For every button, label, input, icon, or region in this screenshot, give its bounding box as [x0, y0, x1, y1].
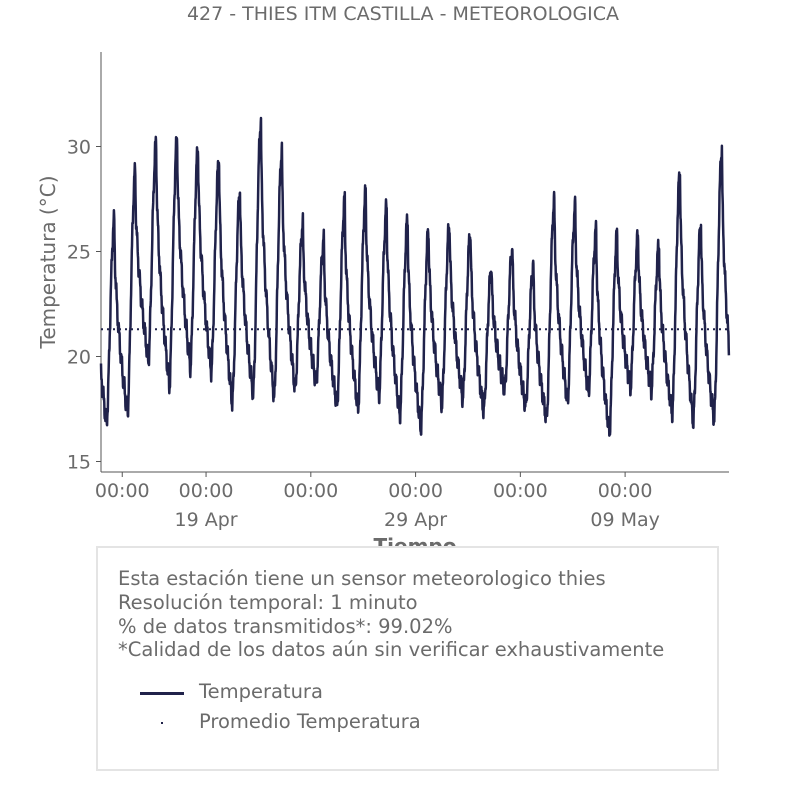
- legend-line-icon: [140, 692, 184, 695]
- info-line-quality: *Calidad de los datos aún sin verificar …: [118, 638, 665, 661]
- legend-label-promedio: Promedio Temperatura: [199, 710, 421, 733]
- info-line-transmitted: % de datos transmitidos*: 99.02%: [118, 615, 453, 638]
- x-tick-time-label: 00:00: [598, 480, 653, 502]
- legend-label-temperatura: Temperatura: [199, 680, 323, 703]
- y-tick-label: 20: [67, 347, 91, 369]
- y-tick-label: 30: [67, 137, 91, 159]
- y-tick-label: 15: [67, 452, 91, 474]
- x-tick-date-label: 09 May: [590, 509, 660, 531]
- y-tick-label: 25: [67, 242, 91, 264]
- x-tick-time-label: 00:00: [283, 480, 338, 502]
- x-tick-time-label: 00:00: [179, 480, 234, 502]
- x-tick-time-label: 00:00: [493, 480, 548, 502]
- info-line-resolution: Resolución temporal: 1 minuto: [118, 591, 418, 614]
- legend-dot-icon: [161, 722, 163, 724]
- temperature-series-line: [99, 116, 731, 437]
- x-tick-date-label: 19 Apr: [175, 509, 238, 531]
- info-line-sensor: Esta estación tiene un sensor meteorolog…: [118, 567, 606, 590]
- x-tick-time-label: 00:00: [388, 480, 443, 502]
- x-tick-time-label: 00:00: [95, 480, 150, 502]
- y-axis-label: Temperatura (°C): [36, 175, 60, 349]
- info-box: Esta estación tiene un sensor meteorolog…: [96, 546, 719, 771]
- x-tick-date-label: 29 Apr: [384, 509, 447, 531]
- chart-title: 427 - THIES ITM CASTILLA - METEOROLOGICA: [186, 3, 620, 25]
